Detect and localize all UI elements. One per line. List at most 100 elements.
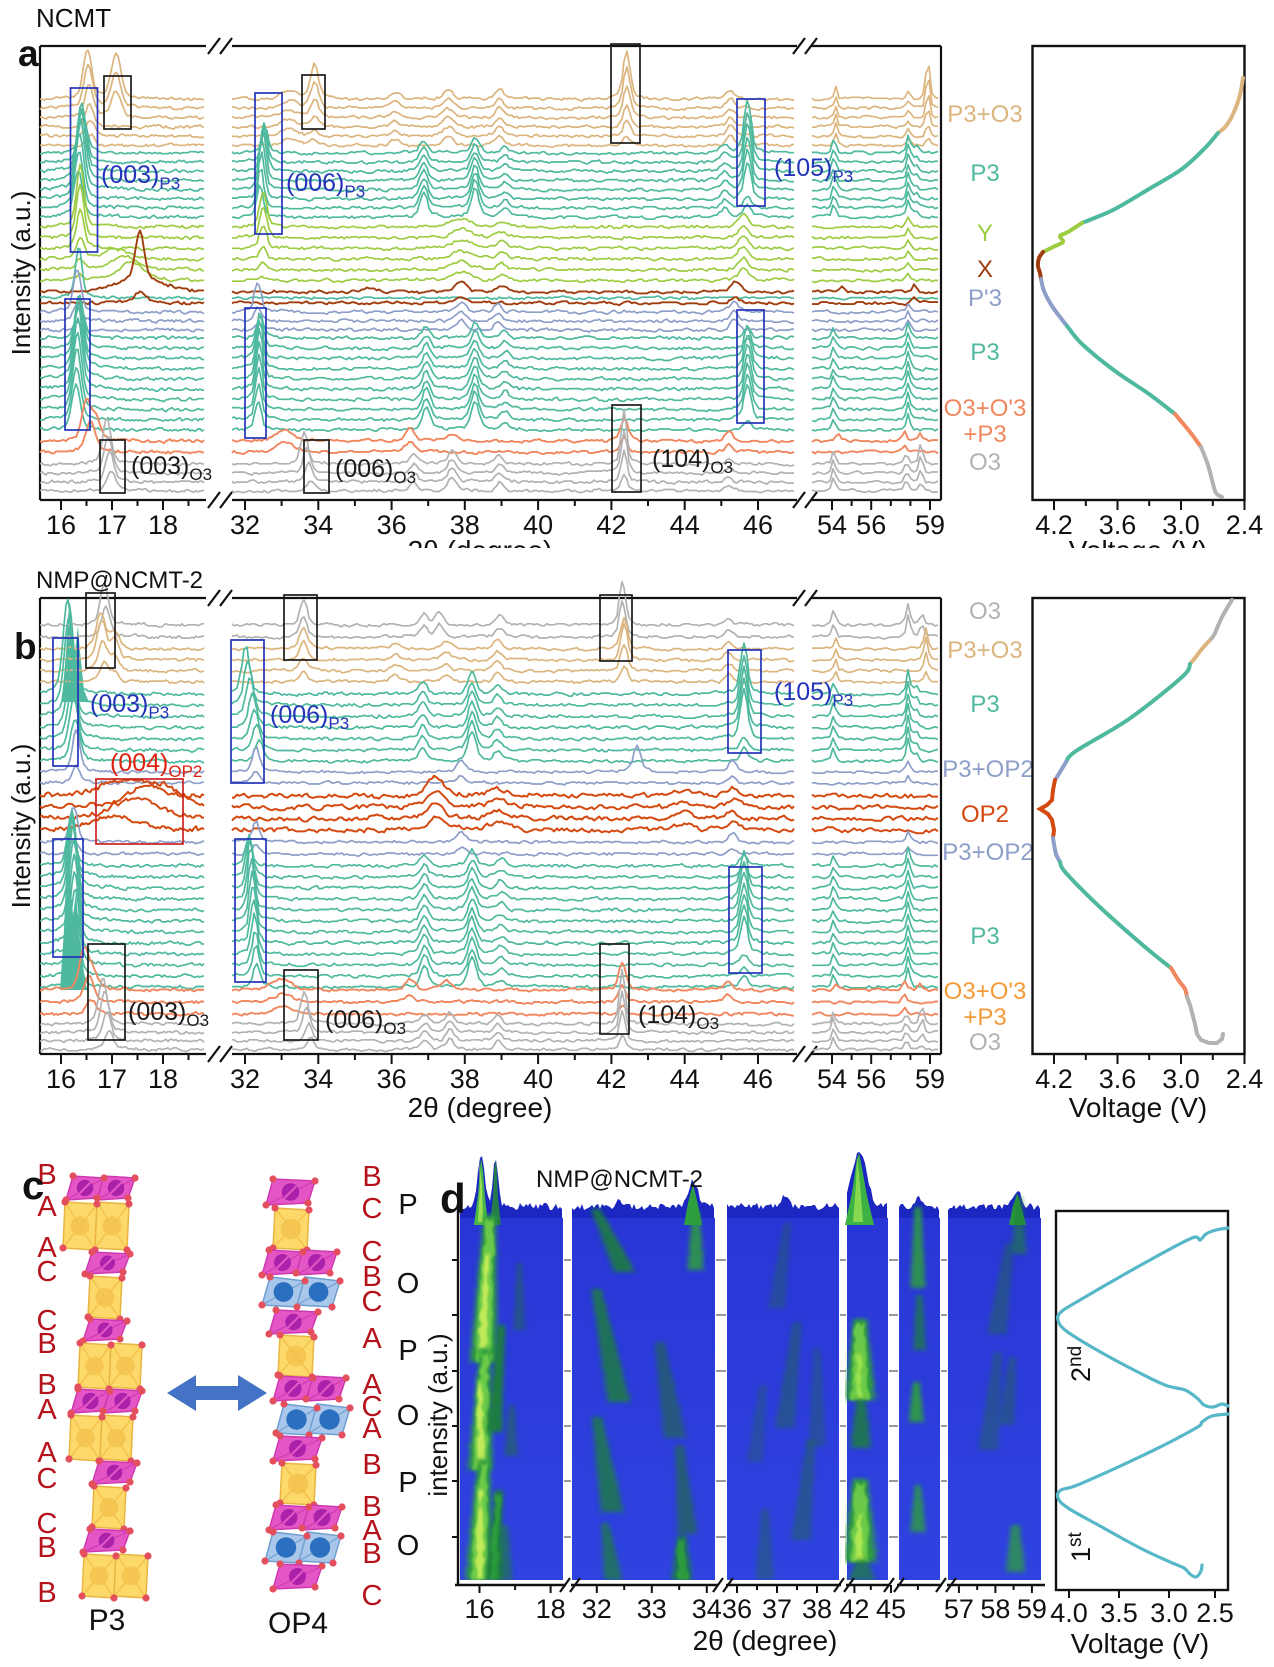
svg-text:32: 32 [230,510,260,540]
svg-text:B: B [37,1532,56,1564]
svg-text:58: 58 [980,1594,1010,1624]
svg-text:42: 42 [839,1594,869,1624]
svg-text:34: 34 [692,1594,722,1624]
svg-text:+P3: +P3 [963,1004,1006,1031]
svg-text:Voltage (V): Voltage (V) [1069,1092,1208,1123]
svg-text:P3+OP2: P3+OP2 [942,839,1033,866]
svg-text:59: 59 [915,510,945,540]
svg-text:45: 45 [876,1594,906,1624]
svg-text:42: 42 [596,510,626,540]
svg-text:56: 56 [856,510,886,540]
svg-text:P3+O3: P3+O3 [947,101,1022,128]
svg-text:O3: O3 [969,598,1001,625]
svg-text:42: 42 [596,1064,626,1094]
svg-text:18: 18 [148,510,178,540]
svg-text:O3: O3 [969,449,1001,476]
svg-text:OP4: OP4 [268,1607,328,1640]
svg-text:3.5: 3.5 [1100,1598,1138,1628]
svg-text:59: 59 [915,1064,945,1094]
svg-text:54: 54 [817,510,847,540]
svg-text:B: B [37,1159,56,1191]
svg-text:(003)O3: (003)O3 [131,452,212,484]
svg-text:B: B [37,1577,56,1609]
svg-text:Intensity (a.u.): Intensity (a.u.) [6,191,36,356]
svg-text:B: B [37,1369,56,1401]
svg-text:O: O [397,1268,420,1300]
svg-text:33: 33 [637,1594,667,1624]
svg-text:O3: O3 [969,1029,1001,1056]
svg-text:B: B [362,1449,381,1481]
svg-text:P: P [398,1189,417,1221]
svg-text:C: C [37,1256,58,1288]
svg-text:4.0: 4.0 [1050,1598,1088,1628]
svg-text:O3+O'3: O3+O'3 [944,978,1027,1005]
svg-text:P3: P3 [970,339,999,366]
svg-text:intensity (a.u.): intensity (a.u.) [423,1333,453,1496]
svg-text:Intensity (a.u.): Intensity (a.u.) [6,744,36,909]
svg-text:4.2: 4.2 [1035,1064,1073,1094]
svg-text:B: B [362,1161,381,1193]
svg-text:NCMT: NCMT [36,3,111,33]
svg-text:2.4: 2.4 [1226,510,1264,540]
svg-text:c: c [22,1164,44,1208]
svg-text:Voltage (V): Voltage (V) [1071,1628,1210,1659]
svg-text:C: C [37,1463,58,1495]
svg-text:(006)P3: (006)P3 [286,169,365,201]
svg-text:34: 34 [303,1064,333,1094]
svg-text:A: A [362,1323,382,1355]
svg-text:2.4: 2.4 [1226,1064,1264,1094]
svg-text:C: C [37,1508,58,1540]
svg-text:36: 36 [377,510,407,540]
svg-text:38: 38 [450,1064,480,1094]
svg-text:P'3: P'3 [968,285,1002,312]
svg-text:B: B [37,1328,56,1360]
svg-text:32: 32 [230,1064,260,1094]
svg-text:a: a [18,33,39,74]
svg-text:17: 17 [97,510,127,540]
svg-text:d: d [440,1175,466,1222]
svg-text:16: 16 [46,510,76,540]
svg-text:P3+O3: P3+O3 [947,637,1022,664]
svg-text:A: A [362,1413,382,1445]
svg-text:NMP@NCMT-2: NMP@NCMT-2 [36,567,203,594]
svg-text:C: C [362,1580,383,1612]
svg-text:Voltage (V): Voltage (V) [1069,535,1208,566]
svg-text:C: C [362,1236,383,1268]
svg-text:P3: P3 [89,1604,126,1637]
svg-text:OP2: OP2 [961,801,1009,828]
svg-text:38: 38 [802,1594,832,1624]
svg-text:+P3: +P3 [963,421,1006,448]
svg-text:P3: P3 [970,160,999,187]
svg-text:C: C [37,1305,58,1337]
svg-text:36: 36 [377,1064,407,1094]
svg-text:A: A [37,1232,57,1264]
svg-text:54: 54 [817,1064,847,1094]
svg-text:A: A [37,1394,57,1426]
svg-text:4.2: 4.2 [1035,510,1073,540]
svg-text:36: 36 [722,1594,752,1624]
svg-text:3.0: 3.0 [1150,1598,1188,1628]
svg-text:3.6: 3.6 [1099,510,1137,540]
svg-text:A: A [37,1191,57,1223]
svg-text:C: C [362,1193,383,1225]
svg-text:2.5: 2.5 [1196,1598,1234,1628]
svg-text:18: 18 [148,1064,178,1094]
svg-text:59: 59 [1017,1594,1047,1624]
svg-text:A: A [362,1369,382,1401]
svg-text:18: 18 [536,1594,566,1624]
svg-text:32: 32 [582,1594,612,1624]
svg-text:56: 56 [856,1064,886,1094]
svg-text:C: C [362,1391,383,1423]
svg-text:C: C [362,1286,383,1318]
svg-text:40: 40 [523,510,553,540]
svg-text:3.0: 3.0 [1162,510,1200,540]
svg-text:A: A [37,1437,57,1469]
svg-text:P: P [398,1335,417,1367]
svg-text:B: B [362,1491,381,1523]
svg-text:16: 16 [464,1594,494,1624]
svg-text:34: 34 [303,510,333,540]
svg-text:46: 46 [743,510,773,540]
svg-text:O: O [397,1530,420,1562]
svg-text:B: B [362,1261,381,1293]
svg-text:2θ (degree): 2θ (degree) [693,1625,838,1656]
